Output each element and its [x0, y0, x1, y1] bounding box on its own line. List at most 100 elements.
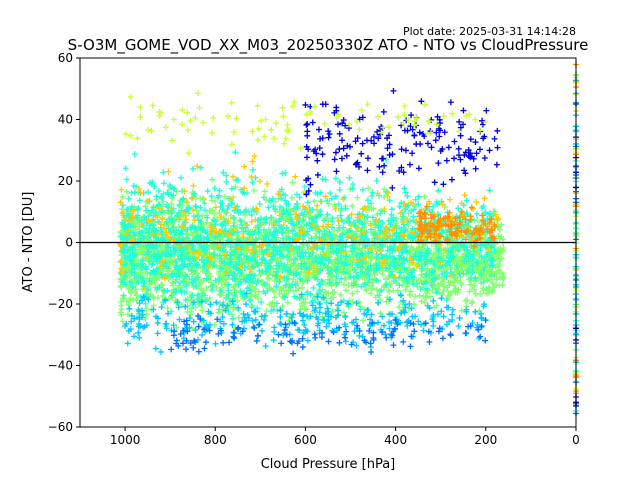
data-point [324, 211, 331, 218]
data-point [272, 247, 279, 254]
data-point [216, 210, 223, 217]
data-point [286, 268, 293, 275]
data-point [261, 133, 268, 140]
data-point [228, 141, 235, 148]
data-point [455, 323, 462, 330]
data-point [191, 190, 198, 197]
data-point [309, 119, 316, 126]
data-point [443, 296, 450, 303]
data-point [243, 301, 250, 308]
data-point [209, 176, 216, 183]
data-point [124, 311, 131, 318]
data-point [118, 306, 125, 313]
data-point [300, 217, 307, 224]
data-point [201, 207, 208, 214]
data-point [278, 215, 285, 222]
data-point [197, 244, 204, 251]
data-point [389, 268, 396, 275]
data-point [439, 290, 446, 297]
data-point [168, 137, 175, 144]
data-point [428, 144, 435, 151]
data-point [359, 140, 366, 147]
data-point [246, 208, 253, 215]
data-point [436, 133, 443, 140]
data-point [481, 195, 488, 202]
data-point [491, 284, 498, 291]
data-point [136, 197, 143, 204]
data-point [500, 275, 507, 282]
data-point [271, 288, 278, 295]
data-point [455, 145, 462, 152]
data-point [272, 206, 279, 213]
data-point [188, 267, 195, 274]
data-point [406, 246, 413, 253]
data-point [422, 259, 429, 266]
data-point [139, 264, 146, 271]
data-point [292, 282, 299, 289]
data-point [494, 252, 501, 259]
data-point [404, 192, 411, 199]
data-point [282, 197, 289, 204]
data-point [325, 338, 332, 345]
data-point [278, 186, 285, 193]
data-point [369, 189, 376, 196]
data-point [449, 110, 456, 117]
data-point [390, 287, 397, 294]
data-point [491, 247, 498, 254]
data-point [117, 282, 124, 289]
data-point [304, 337, 311, 344]
data-point [438, 263, 445, 270]
data-point [153, 193, 160, 200]
data-point [472, 139, 479, 146]
data-point [363, 137, 370, 144]
data-point [125, 285, 132, 292]
data-point [445, 144, 452, 151]
data-point [254, 305, 261, 312]
plot-date: Plot date: 2025-03-31 14:14:28 [403, 25, 576, 38]
data-point [230, 173, 237, 180]
data-point [489, 256, 496, 263]
data-point [173, 337, 180, 344]
data-point [349, 290, 356, 297]
data-point [274, 228, 281, 235]
data-point [272, 257, 279, 264]
data-point [185, 150, 192, 157]
data-point [297, 145, 304, 152]
data-point [409, 150, 416, 157]
data-point [373, 178, 380, 185]
data-point [157, 348, 164, 355]
data-point [125, 195, 132, 202]
data-point [200, 234, 207, 241]
data-point [373, 277, 380, 284]
data-point [164, 305, 171, 312]
data-point [322, 101, 329, 108]
data-point [264, 287, 271, 294]
data-point [240, 310, 247, 317]
data-point [143, 225, 150, 232]
data-point [487, 276, 494, 283]
data-point [451, 155, 458, 162]
data-point [234, 203, 241, 210]
data-point [207, 273, 214, 280]
data-point [201, 292, 208, 299]
data-point [342, 313, 349, 320]
data-point [309, 271, 316, 278]
data-point [168, 346, 175, 353]
data-point [367, 290, 374, 297]
data-point [436, 282, 443, 289]
data-point [230, 214, 237, 221]
data-point [145, 229, 152, 236]
data-point [461, 192, 468, 199]
data-point [395, 266, 402, 273]
data-point [420, 327, 427, 334]
data-point [353, 252, 360, 259]
data-point [213, 216, 220, 223]
data-point [192, 304, 199, 311]
data-point [216, 187, 223, 194]
data-point [420, 280, 427, 287]
data-point [169, 195, 176, 202]
data-point [403, 283, 410, 290]
data-point [203, 284, 210, 291]
data-point [264, 242, 271, 249]
data-point [346, 297, 353, 304]
